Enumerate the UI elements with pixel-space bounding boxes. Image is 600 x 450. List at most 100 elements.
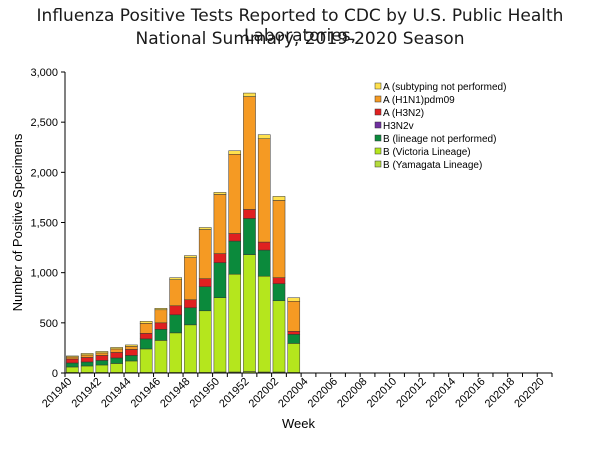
bar-segment-201952-4 [243,209,256,219]
bar-segment-201948-6 [184,255,197,258]
legend-entry: H3N2v [383,121,414,132]
bar-segment-201951-5 [228,154,242,234]
bar-segment-201943-2 [110,357,123,364]
bar-segment-201946-5 [154,309,168,324]
x-tick-label: 202010 [365,376,399,410]
bar-segment-201950-5 [213,194,227,254]
bar-segment-201950-6 [213,192,227,195]
bar-segment-201947-4 [169,305,182,316]
bar-segment-201951-4 [228,233,242,242]
legend-entry: B (Yamagata Lineage) [383,160,482,171]
x-tick-label: 202018 [483,376,517,410]
bar-segment-202001-5 [257,138,271,243]
x-tick-label: 202020 [512,376,546,410]
bar-segment-202002-1 [272,300,286,373]
bar-segment-201947-6 [169,277,182,280]
x-tick-label: 201948 [158,376,192,410]
bar-segment-201948-5 [184,257,197,301]
bar-segment-201949-6 [198,227,212,230]
bar-segment-201946-2 [154,329,168,341]
y-tick-layer: 0 500 1,000 1,500 2,000 2,500 3,000 [30,67,65,380]
bar-segment-202001-1 [257,275,271,373]
bar-segment-201945-5 [139,323,153,334]
y-tick-label: 500 [40,318,58,330]
bar-segment-202003-1 [287,343,301,373]
bar-segment-201951-2 [228,240,242,275]
legend-swatch [374,147,382,155]
bar-segment-201949-2 [198,286,212,312]
bar-segment-202001-4 [257,241,271,251]
bar-segment-201950-4 [213,253,227,263]
bar-segment-201947-1 [169,332,182,373]
x-tick-layer: 2019402019422019442019462019482019502019… [40,373,553,410]
bar-segment-202002-2 [272,283,286,302]
bar-segment-201942-4 [95,355,109,361]
bar-segment-201952-6 [243,92,256,97]
x-tick-label: 202002 [247,376,281,410]
y-axis-title: Number of Positive Specimens [10,133,25,311]
bar-segment-201947-2 [169,314,182,334]
bar-segment-202002-6 [272,196,286,201]
bar-segment-201947-5 [169,279,182,307]
bar-segment-201940-2 [66,362,79,368]
bar-segment-201946-6 [154,308,168,311]
legend-swatch [374,108,382,116]
legend-entry: A (subtyping not performed) [383,82,506,93]
chart-title-line-1: Influenza Positive Tests Reported to CDC… [36,6,564,46]
bar-segment-202001-6 [257,134,271,139]
bar-segment-201941-6 [80,353,94,356]
bar-segment-201941-4 [80,357,94,363]
x-axis-title: Week [282,416,315,431]
bar-segment-201952-2 [243,218,256,255]
legend-swatch [374,121,382,129]
bar-segment-201944-2 [125,355,138,362]
y-tick-label: 1,000 [30,268,58,280]
bar-segment-201944-4 [125,349,138,356]
bar-segment-201944-6 [125,344,138,347]
bar-segment-201941-1 [80,365,94,373]
y-tick-label: 2,000 [30,167,58,179]
bar-segment-202002-5 [272,200,286,278]
chart-title-line-2: National Summary, 2019-2020 Season [135,29,465,49]
bar-segment-201946-4 [154,322,168,330]
bar-segment-202003-6 [287,297,301,302]
bar-segment-201950-1 [213,297,227,373]
axes-layer [64,72,552,374]
bar-segment-202001-2 [257,249,271,277]
bar-segment-201942-1 [95,364,109,373]
bar-segment-201943-1 [110,363,123,373]
bar-segment-201943-5 [110,348,123,353]
bar-segment-201949-4 [198,278,212,287]
bar-segment-201942-6 [95,351,109,354]
bar-segment-201952-1 [243,254,256,372]
legend-entry: A (H3N2) [383,108,424,119]
bar-segment-201941-2 [80,361,94,367]
bar-segment-201948-1 [184,324,197,373]
x-tick-label: 201940 [40,376,74,410]
x-tick-label: 202004 [276,376,310,410]
y-tick-label: 3,000 [30,67,58,79]
legend-entry: A (H1N1)pdm09 [383,95,455,106]
bar-segment-201945-6 [139,321,153,324]
bar-segment-201941-5 [80,354,94,358]
bar-segment-201940-1 [66,366,79,373]
bar-segment-201952-5 [243,96,256,210]
bar-segment-202003-2 [287,334,301,344]
legend-entry: B (Victoria Lineage) [383,147,471,158]
bar-segment-201945-1 [139,348,153,373]
bar-segment-201945-2 [139,338,153,350]
x-tick-label: 201952 [217,376,251,410]
x-tick-label: 202008 [335,376,369,410]
bar-segment-201950-2 [213,262,227,299]
legend-swatch [374,160,382,168]
bar-layer [66,92,301,374]
bar-segment-201946-1 [154,340,168,373]
bar-segment-201943-4 [110,352,123,359]
x-tick-label: 201944 [99,376,133,410]
x-tick-label: 201942 [70,376,104,410]
bar-segment-201951-1 [228,273,242,373]
x-tick-label: 202006 [306,376,340,410]
bar-segment-201942-5 [95,352,109,356]
